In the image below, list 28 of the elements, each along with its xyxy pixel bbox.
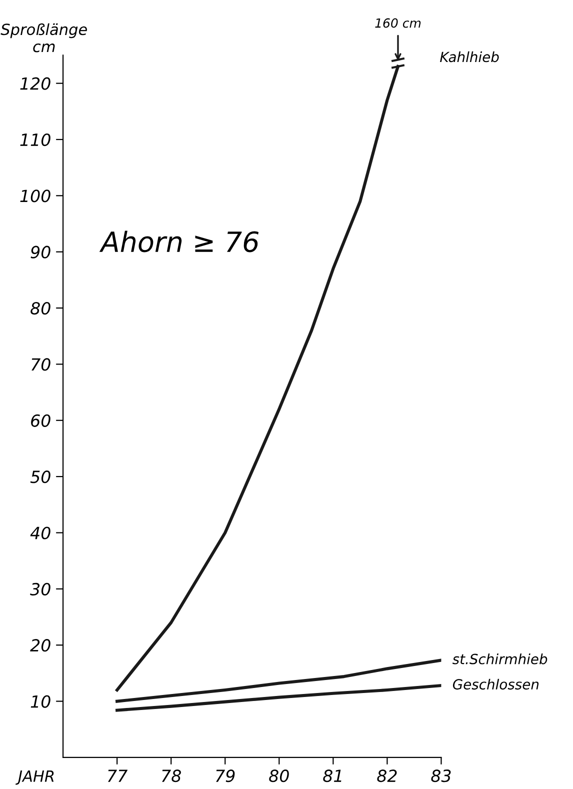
y-tick-label: 30 [30,582,50,596]
y-tick-label: 100 [20,190,50,202]
x-tick-label: 78 [162,770,181,782]
annotation: Ahorn ≥ 76 [99,230,259,252]
y-tick-label: 90 [30,246,50,258]
x-axis-title: JAHR [16,770,54,785]
y-tick-label: 60 [31,414,50,427]
y-axis-title: Sproßlänge cm [0,23,87,52]
y-tick-label: 110 [20,133,50,146]
series-label: Geschlossen [452,678,539,690]
y-tick-label: 50 [30,470,50,484]
text: Kahlhieb [440,51,499,62]
y-tick-label: 10 [30,695,50,708]
series-label: st.Schirmhieb [452,654,548,664]
line-series [116,684,442,712]
y-tick-label: 40 [30,526,50,540]
x-tick-label: 82 [377,770,397,782]
line-series [116,658,442,703]
x-tick-label: 80 [269,770,289,782]
x-tick-label: 79 [216,770,235,782]
y-tick-label: 80 [30,302,50,315]
y-tick-label: 120 [20,77,50,90]
annotation: 160 cm [375,18,421,28]
y-tick-label: 70 [32,358,50,371]
x-tick-label: 77 [108,770,128,782]
x-tick-label: 83 [431,770,451,782]
y-tick-label: 20 [30,639,50,652]
x-tick-label: 81 [323,770,342,782]
